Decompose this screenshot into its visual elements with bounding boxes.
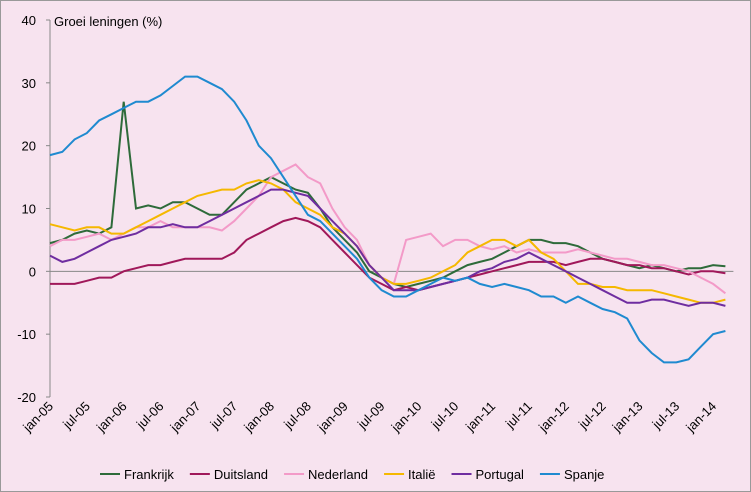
line-series [49, 188, 726, 307]
legend-label: Italië [408, 467, 435, 482]
y-tick-label: 40 [22, 13, 36, 28]
line-series [49, 75, 726, 364]
line-series [50, 216, 726, 292]
legend-label: Duitsland [214, 467, 268, 482]
legend-label: Nederland [308, 467, 368, 482]
y-axis-title: Groei leningen (%) [54, 14, 162, 29]
legend-label: Spanje [564, 467, 604, 482]
y-tick-label: 30 [22, 76, 36, 91]
y-tick-label: 20 [22, 139, 36, 154]
line-series [49, 179, 726, 304]
y-tick-label: -20 [17, 390, 36, 405]
legend-label: Frankrijk [124, 467, 174, 482]
y-tick-label: 10 [22, 202, 36, 217]
y-tick-label: 0 [29, 264, 36, 279]
legend-label: Portugal [476, 467, 525, 482]
y-tick-label: -10 [17, 327, 36, 342]
